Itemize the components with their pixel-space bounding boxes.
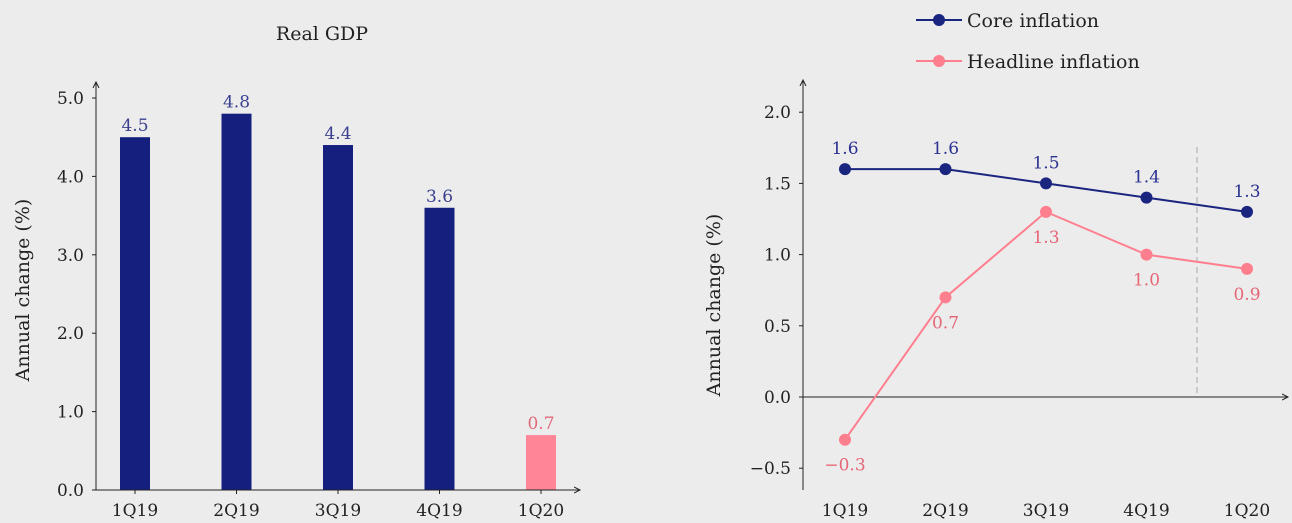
gdp-y-tick-label: 3.0 xyxy=(57,246,84,266)
gdp-y-axis-label: Annual change (%) xyxy=(12,199,34,383)
inflation-y-tick-label: 1.0 xyxy=(764,246,791,266)
series-point xyxy=(839,433,851,446)
gdp-x-tick-label: 1Q19 xyxy=(112,501,158,521)
series-point xyxy=(1241,205,1253,218)
legend-entry-label: Core inflation xyxy=(967,10,1099,32)
gdp-x-tick-label: 1Q20 xyxy=(518,501,564,521)
inflation-x-tick-label: 1Q19 xyxy=(822,501,868,521)
inflation-line-chart: Annual change (%) −0.5 0.0 0.5 1.0 1.5 2.0 1Q… xyxy=(703,10,1288,521)
gdp-bar xyxy=(526,435,556,490)
series-point xyxy=(1040,177,1052,190)
legend-swatch-marker xyxy=(933,55,945,67)
series-data-label: 1.5 xyxy=(1032,153,1059,173)
series-point xyxy=(939,291,952,304)
series-data-label: 0.9 xyxy=(1233,285,1260,305)
inflation-x-tick-label: 4Q19 xyxy=(1123,501,1169,521)
series-data-label: 1.3 xyxy=(1233,182,1260,202)
series-point xyxy=(1140,191,1153,204)
inflation-y-ticks: −0.5 0.0 0.5 1.0 1.5 2.0 xyxy=(750,103,803,479)
gdp-bar-chart: Real GDP Annual change (%) 0.0 1.0 2.0 3.0 4… xyxy=(12,23,580,521)
gdp-bars: 4.5 4.8 4.4 3.6 0.7 xyxy=(120,93,556,491)
gdp-bar xyxy=(323,145,353,491)
gdp-chart-title: Real GDP xyxy=(276,23,368,45)
gdp-y-tick-label: 5.0 xyxy=(57,89,84,109)
gdp-bar-value-label: 0.7 xyxy=(527,414,554,434)
series-point xyxy=(1140,248,1153,261)
series-data-label: −0.3 xyxy=(824,456,865,476)
inflation-y-tick-label: 2.0 xyxy=(764,103,791,123)
series-data-label: 0.7 xyxy=(932,313,959,333)
legend-entry-label: Headline inflation xyxy=(967,51,1140,73)
inflation-x-tick-label: 1Q20 xyxy=(1224,501,1270,521)
gdp-y-tick-label: 2.0 xyxy=(57,324,84,344)
inflation-x-tick-label: 2Q19 xyxy=(922,501,968,521)
gdp-bar xyxy=(120,137,150,490)
gdp-y-tick-label: 0.0 xyxy=(57,481,84,501)
inflation-y-tick-label: 0.5 xyxy=(764,317,791,337)
inflation-x-ticks: 1Q19 2Q19 3Q19 4Q19 1Q20 xyxy=(822,501,1270,521)
gdp-bar xyxy=(221,113,252,491)
inflation-y-axis-label: Annual change (%) xyxy=(703,214,725,398)
series-point xyxy=(1241,262,1253,275)
gdp-bar-value-label: 4.5 xyxy=(121,116,148,136)
series-line xyxy=(845,168,1248,213)
series-data-label: 1.6 xyxy=(831,139,858,159)
series-point xyxy=(839,163,851,176)
series-data-label: 1.3 xyxy=(1032,228,1059,248)
series-point xyxy=(1040,205,1052,218)
series-point xyxy=(939,163,952,176)
gdp-y-ticks: 0.0 1.0 2.0 3.0 4.0 5.0 xyxy=(57,89,96,501)
gdp-y-tick-label: 4.0 xyxy=(57,167,84,187)
gdp-bar-value-label: 4.4 xyxy=(324,124,351,144)
gdp-bar xyxy=(424,207,455,490)
gdp-x-tick-label: 3Q19 xyxy=(315,501,361,521)
gdp-x-tick-label: 4Q19 xyxy=(416,501,462,521)
legend-swatch-marker xyxy=(933,14,945,26)
gdp-bar-value-label: 4.8 xyxy=(223,93,250,113)
series-data-label: 1.6 xyxy=(932,139,959,159)
inflation-x-tick-label: 3Q19 xyxy=(1023,501,1069,521)
gdp-bar-value-label: 3.6 xyxy=(426,187,453,207)
gdp-x-tick-label: 2Q19 xyxy=(213,501,259,521)
inflation-y-tick-label: 1.5 xyxy=(764,174,791,194)
gdp-y-tick-label: 1.0 xyxy=(57,403,84,423)
series-data-label: 1.4 xyxy=(1133,168,1160,188)
inflation-y-tick-label: 0.0 xyxy=(764,388,791,408)
gdp-x-ticks: 1Q19 2Q19 3Q19 4Q19 1Q20 xyxy=(112,490,564,521)
series-data-label: 1.0 xyxy=(1133,271,1160,291)
inflation-legend: Core inflation Headline inflation xyxy=(916,10,1140,73)
inflation-series: 1.6 1.6 1.5 1.4 1.3 −0.3 0.7 1.3 1.0 0.9 xyxy=(824,139,1260,476)
inflation-y-tick-label: −0.5 xyxy=(750,459,791,479)
